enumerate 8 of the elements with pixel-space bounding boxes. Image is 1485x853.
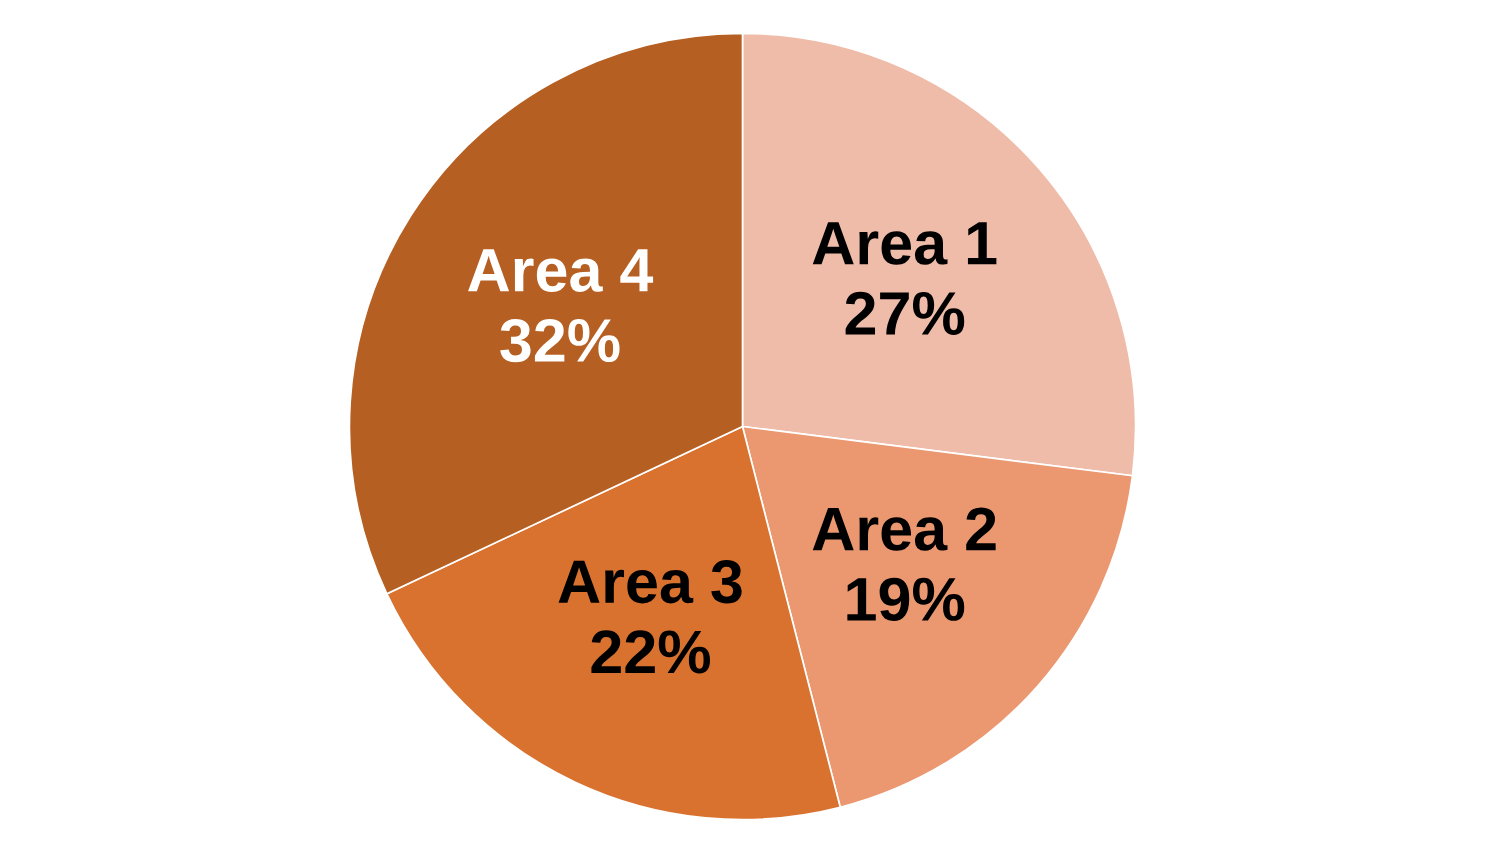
data-label: 32% [500, 318, 620, 363]
data-label: 27% [845, 291, 965, 335]
data-label: 19% [847, 577, 965, 621]
slice-label: Area 4 [468, 249, 654, 292]
slice-label: Area 2 [812, 507, 996, 551]
slice-label: Area 1 [812, 222, 997, 265]
slice-label: Area 3 [558, 560, 742, 604]
data-label: 22% [591, 630, 710, 674]
